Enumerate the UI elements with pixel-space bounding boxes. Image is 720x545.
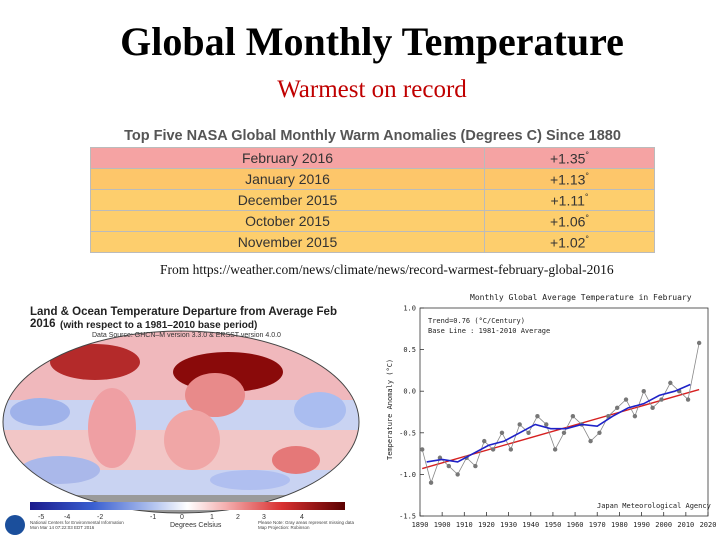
value-cell: +1.35° [484, 147, 655, 169]
chart-title: Monthly Global Average Temperature in Fe… [470, 293, 692, 302]
data-point [597, 430, 602, 435]
data-point [632, 413, 638, 419]
temperature-map-panel: Land & Ocean Temperature Departure from … [0, 300, 362, 540]
colorbar-tick: -5 [38, 514, 45, 521]
data-point [420, 447, 425, 452]
x-tick-label: 2010 [677, 521, 694, 529]
x-tick-label: 1950 [544, 521, 561, 529]
x-tick-label: 1890 [412, 521, 429, 529]
noaa-logo-icon [5, 515, 25, 535]
anomaly-table: February 2016 +1.35° January 2016 +1.13° D… [90, 147, 655, 253]
x-tick-label: 1990 [633, 521, 650, 529]
map-subtitle: (with respect to a 1981–2010 base period… [60, 320, 258, 331]
colorbar-tick: 1 [210, 514, 214, 521]
map-note: Please Note: Gray areas represent missin… [258, 520, 355, 530]
x-tick-label: 1940 [522, 521, 539, 529]
colorbar [30, 502, 345, 510]
y-tick-label: 1.0 [403, 305, 416, 313]
plot-frame [419, 307, 709, 517]
data-point [696, 340, 702, 346]
data-point [641, 389, 646, 394]
month-cell: January 2016 [90, 168, 485, 190]
y-tick-label: -0.5 [399, 429, 416, 437]
running-mean-line [426, 383, 691, 463]
chart-svg: Monthly Global Average Temperature in Fe… [386, 293, 717, 529]
colorbar-tick: -1 [150, 514, 157, 521]
annual-series-line [421, 342, 700, 485]
data-point [490, 447, 496, 452]
data-point [482, 438, 487, 444]
x-tick-label: 1910 [456, 521, 473, 529]
data-point [650, 405, 655, 411]
value-cell: +1.13° [484, 168, 655, 190]
data-point [446, 463, 451, 469]
data-point [508, 447, 514, 452]
map-data-source: Data Source: GHCN–M version 3.3.0 & ERSS… [92, 332, 281, 339]
value-cell: +1.11° [484, 189, 655, 211]
data-point [535, 413, 540, 419]
y-tick-label: 0.5 [403, 346, 416, 354]
data-point [473, 463, 478, 469]
y-tick-label: -1.5 [399, 513, 416, 521]
x-tick-label: 1900 [434, 521, 451, 529]
temperature-chart: Monthly Global Average Temperature in Fe… [372, 290, 720, 540]
page-subtitle: Warmest on record [277, 76, 467, 103]
x-tick-label: 1960 [567, 521, 584, 529]
x-tick-label: 2020 [700, 521, 717, 529]
page-title: Global Monthly Temperature [120, 19, 624, 64]
data-point [561, 430, 567, 435]
x-tick-label: 1920 [478, 521, 495, 529]
month-cell: November 2015 [90, 231, 485, 253]
value-cell: +1.02° [484, 231, 655, 253]
colorbar-tick: -2 [97, 514, 104, 521]
y-tick-label: 0.0 [403, 388, 416, 396]
map-title: Land & Ocean Temperature Departure from … [30, 306, 337, 330]
anomaly-table-panel: Top Five NASA Global Monthly Warm Anomal… [90, 126, 655, 253]
data-point [499, 430, 505, 435]
colorbar-tick: -4 [64, 514, 71, 521]
table-row: February 2016 +1.35° [90, 147, 655, 169]
colorbar-tick: 0 [180, 514, 184, 521]
baseline-annotation: Base Line : 1981-2010 Average [428, 327, 550, 335]
source-link[interactable]: From https://weather.com/news/climate/ne… [160, 262, 614, 277]
table-row: December 2015 +1.11° [90, 189, 655, 211]
colorbar-tick: 3 [262, 514, 266, 521]
month-cell: October 2015 [90, 210, 485, 232]
data-point [685, 397, 691, 402]
data-point [428, 480, 434, 485]
colorbar-tick: 2 [236, 514, 240, 521]
month-cell: December 2015 [90, 189, 485, 211]
data-point [588, 438, 593, 444]
x-tick-label: 1930 [500, 521, 517, 529]
value-cell: +1.06° [484, 210, 655, 232]
table-row: October 2015 +1.06° [90, 210, 655, 232]
y-tick-label: -1.0 [399, 471, 416, 479]
month-cell: February 2016 [90, 147, 485, 169]
data-point [544, 422, 549, 427]
data-point [570, 413, 576, 419]
data-point [526, 430, 531, 435]
x-tick-label: 1970 [589, 521, 606, 529]
data-point [614, 405, 620, 411]
map-credit: National Centers for Environmental Infor… [30, 520, 124, 530]
x-tick-label: 1980 [611, 521, 628, 529]
data-point [659, 397, 664, 402]
data-point [623, 397, 629, 402]
colorbar-tick: 4 [300, 514, 304, 521]
y-axis-label: Temperature Anomaly (°C) [386, 359, 394, 460]
anomaly-table-title: Top Five NASA Global Monthly Warm Anomal… [124, 128, 621, 144]
data-point [517, 422, 522, 427]
table-row: November 2015 +1.02° [90, 231, 655, 253]
chart-footer: Japan Meteorological Agency [597, 502, 711, 510]
colorbar-label: Degrees Celsius [170, 522, 222, 529]
data-point [552, 447, 558, 452]
data-point [668, 380, 673, 386]
data-point [606, 413, 611, 419]
trend-annotation: Trend=0.76 (°C/Century) [428, 317, 525, 325]
data-point [455, 472, 460, 477]
table-row: January 2016 +1.13° [90, 168, 655, 190]
x-tick-label: 2000 [655, 521, 672, 529]
